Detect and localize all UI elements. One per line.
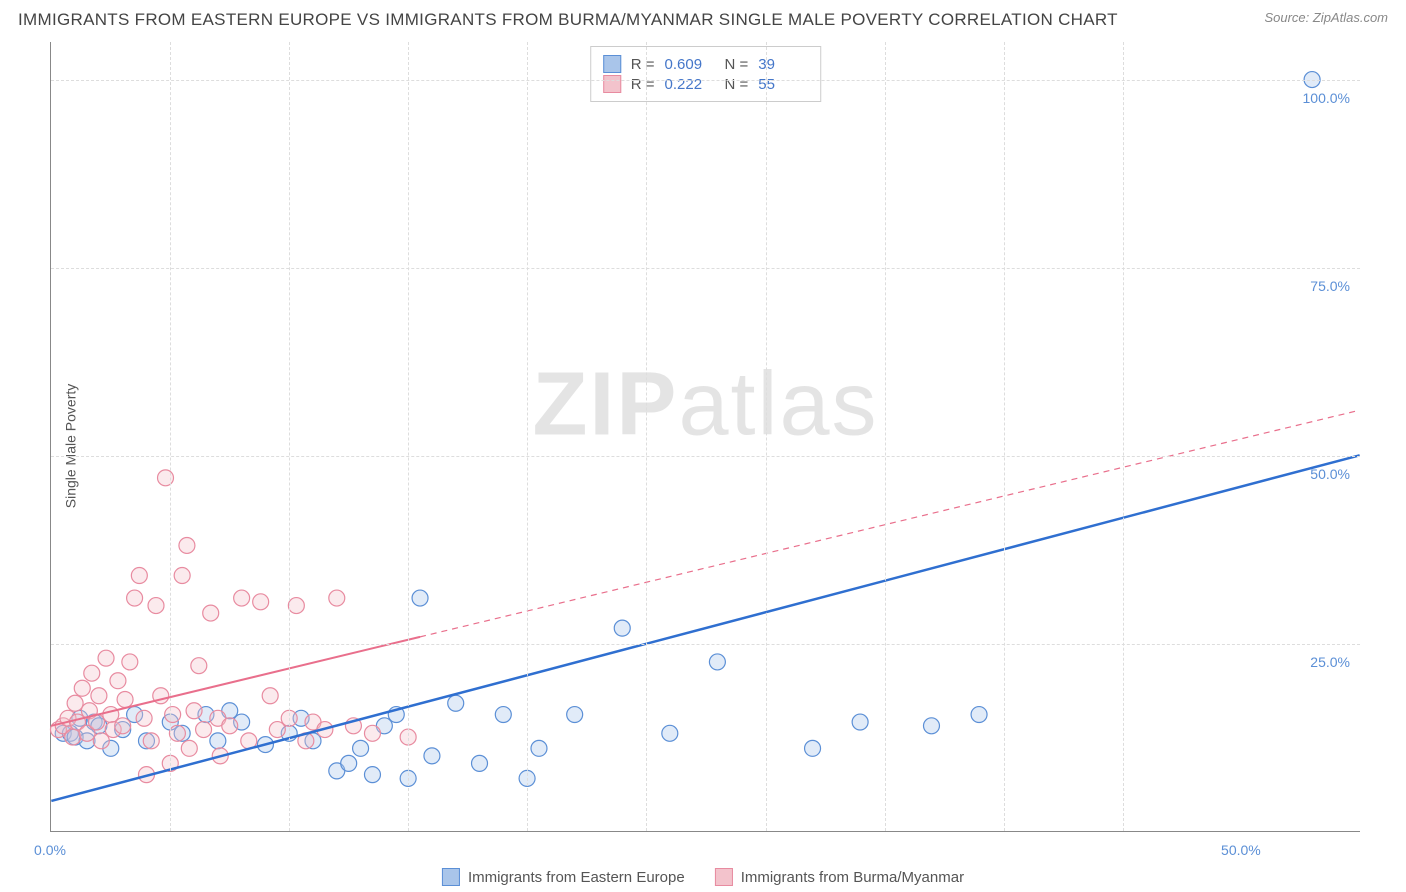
data-point xyxy=(179,537,195,553)
legend-series-label: Immigrants from Eastern Europe xyxy=(468,869,685,886)
r-label: R = xyxy=(631,56,655,73)
data-point xyxy=(191,658,207,674)
data-point xyxy=(448,695,464,711)
legend-series: Immigrants from Eastern Europe Immigrants… xyxy=(442,868,964,886)
data-point xyxy=(84,665,100,681)
data-point xyxy=(91,688,107,704)
legend-series-label: Immigrants from Burma/Myanmar xyxy=(741,869,964,886)
data-point xyxy=(186,703,202,719)
data-point xyxy=(495,707,511,723)
legend-correlation-box: R =0.609N =39R =0.222N =55 xyxy=(590,46,822,102)
data-point xyxy=(65,729,81,745)
r-value: 0.222 xyxy=(665,76,715,93)
data-point xyxy=(110,673,126,689)
data-point xyxy=(174,568,190,584)
regression-line-extrapolated xyxy=(420,410,1360,637)
chart-title: IMMIGRANTS FROM EASTERN EUROPE VS IMMIGR… xyxy=(18,10,1118,30)
data-point xyxy=(614,620,630,636)
data-point xyxy=(329,590,345,606)
data-point xyxy=(662,725,678,741)
y-tick-label: 75.0% xyxy=(1310,278,1350,294)
data-point xyxy=(74,680,90,696)
data-point xyxy=(165,707,181,723)
y-tick-label: 100.0% xyxy=(1303,90,1350,106)
data-point xyxy=(567,707,583,723)
data-point xyxy=(122,654,138,670)
data-point xyxy=(196,722,212,738)
chart-svg xyxy=(51,42,1360,831)
data-point xyxy=(424,748,440,764)
data-point xyxy=(67,695,83,711)
data-point xyxy=(234,590,250,606)
data-point xyxy=(143,733,159,749)
data-point xyxy=(169,725,185,741)
data-point xyxy=(253,594,269,610)
data-point xyxy=(472,755,488,771)
legend-stat-row: R =0.222N =55 xyxy=(603,75,809,93)
y-tick-label: 25.0% xyxy=(1310,654,1350,670)
n-label: N = xyxy=(725,56,749,73)
data-point xyxy=(127,590,143,606)
regression-line xyxy=(51,455,1359,801)
data-point xyxy=(364,725,380,741)
data-point xyxy=(971,707,987,723)
data-point xyxy=(923,718,939,734)
data-point xyxy=(115,718,131,734)
plot-area: ZIPatlas R =0.609N =39R =0.222N =55 25.0… xyxy=(50,42,1360,832)
y-tick-label: 50.0% xyxy=(1310,466,1350,482)
data-point xyxy=(852,714,868,730)
r-value: 0.609 xyxy=(665,56,715,73)
data-point xyxy=(531,740,547,756)
data-point xyxy=(341,755,357,771)
legend-series-item: Immigrants from Eastern Europe xyxy=(442,868,685,886)
data-point xyxy=(412,590,428,606)
source-attribution: Source: ZipAtlas.com xyxy=(1264,10,1388,25)
data-point xyxy=(288,598,304,614)
data-point xyxy=(203,605,219,621)
data-point xyxy=(709,654,725,670)
r-label: R = xyxy=(631,76,655,93)
legend-swatch-icon xyxy=(715,868,733,886)
data-point xyxy=(148,598,164,614)
x-tick-label: 0.0% xyxy=(34,842,66,858)
data-point xyxy=(805,740,821,756)
data-point xyxy=(181,740,197,756)
x-tick-label: 50.0% xyxy=(1221,842,1261,858)
data-point xyxy=(158,470,174,486)
legend-stat-row: R =0.609N =39 xyxy=(603,55,809,73)
data-point xyxy=(98,650,114,666)
n-label: N = xyxy=(725,76,749,93)
data-point xyxy=(262,688,278,704)
data-point xyxy=(136,710,152,726)
data-point xyxy=(210,733,226,749)
data-point xyxy=(353,740,369,756)
data-point xyxy=(131,568,147,584)
data-point xyxy=(117,692,133,708)
data-point xyxy=(222,718,238,734)
legend-swatch-icon xyxy=(603,75,621,93)
data-point xyxy=(364,767,380,783)
legend-swatch-icon xyxy=(603,55,621,73)
legend-series-item: Immigrants from Burma/Myanmar xyxy=(715,868,964,886)
legend-swatch-icon xyxy=(442,868,460,886)
